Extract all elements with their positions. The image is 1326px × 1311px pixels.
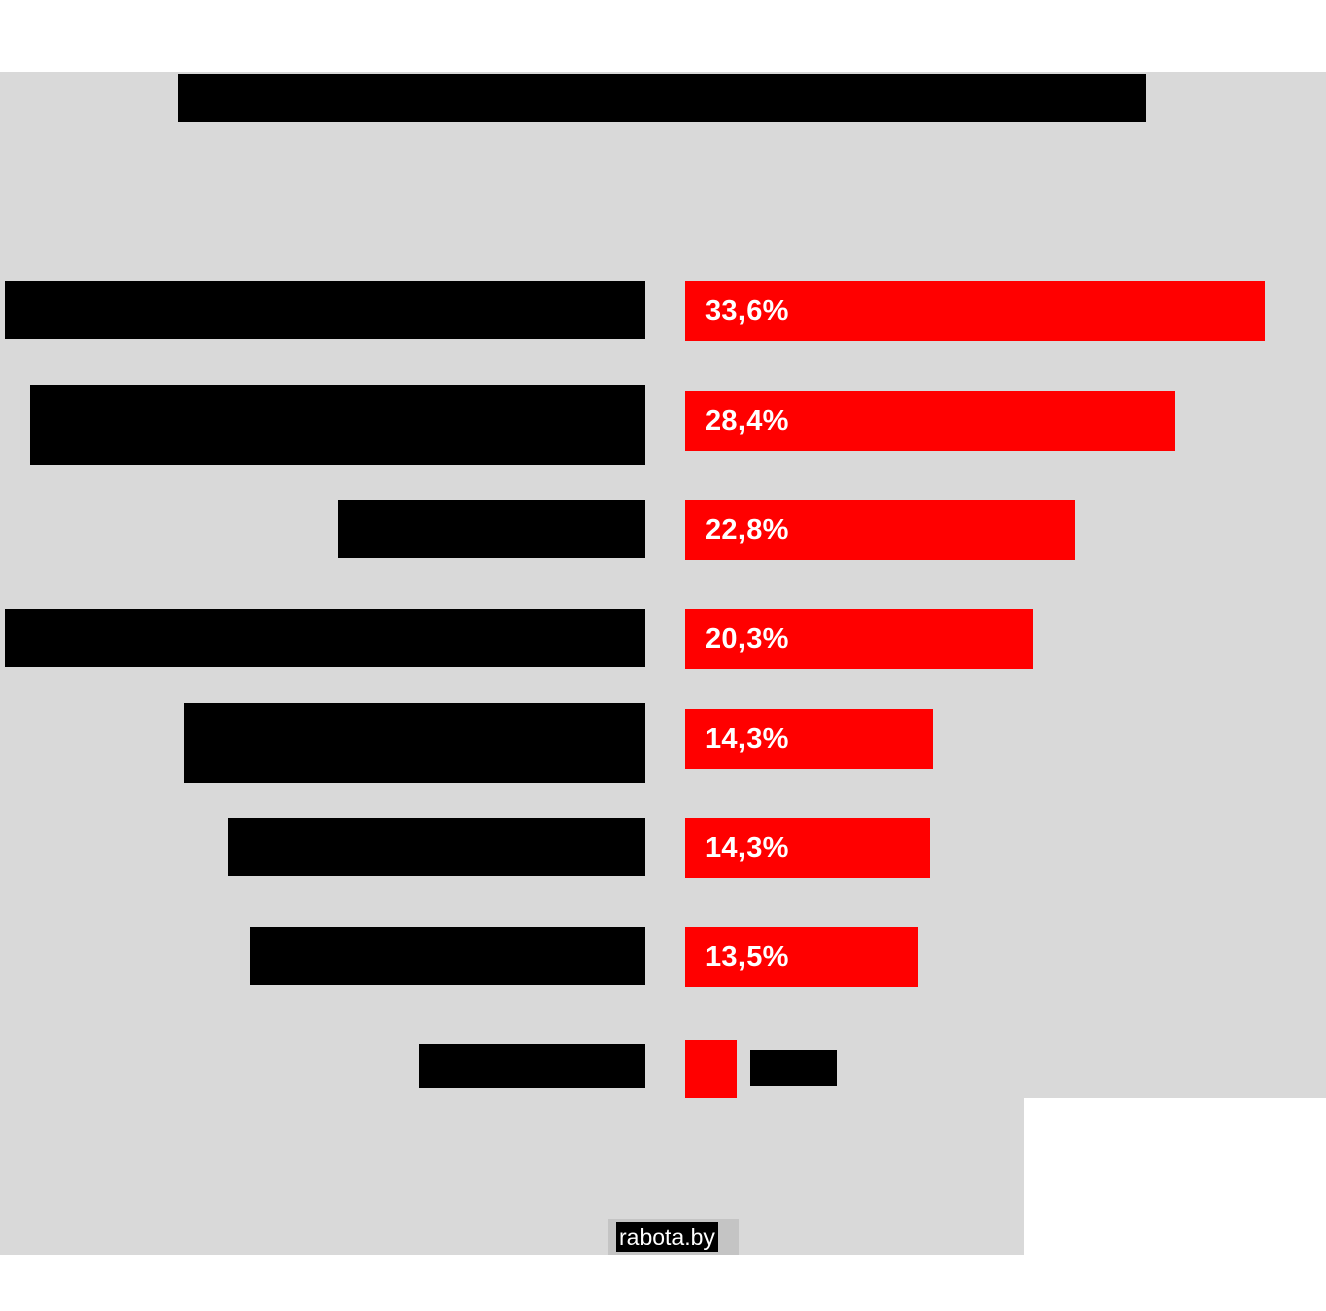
bar: 20,3% <box>685 609 1033 669</box>
category-label: ███████████████████ <box>227 818 645 876</box>
bar-value-label: 14,3% <box>705 831 789 864</box>
bar-value-label: 28,4% <box>705 404 789 437</box>
bar-value-label: 22,8% <box>705 513 789 546</box>
bar: 14,3% <box>685 709 933 769</box>
chart-panel-upper <box>0 72 1326 1098</box>
category-label: ███████████████████████████████████ <box>5 281 645 339</box>
bar-value-label: 13,5% <box>705 940 789 973</box>
bar: 13,5% <box>685 927 918 987</box>
category-label: █████████████████████████████████ <box>5 609 645 667</box>
bar: 22,8% <box>685 500 1075 560</box>
category-label: ████████████████████████████ ███████████… <box>30 385 645 465</box>
bar-row: ███████████ ███% <box>0 1040 1326 1150</box>
bar-row: ████████████████████████████ ███████████… <box>0 385 1326 501</box>
category-label: ██████████████████ <box>249 927 645 985</box>
category-label: ██████████████ <box>337 500 645 558</box>
category-label: ███████████ <box>418 1044 645 1088</box>
chart-panel-lower <box>0 1098 1024 1255</box>
bar: 28,4% <box>685 391 1175 451</box>
bar: 33,6% <box>685 281 1265 341</box>
bar-value-label: 33,6% <box>705 294 789 327</box>
watermark-label: rabota.by <box>616 1222 718 1252</box>
bar-row: █████████████████████████████████ 20,3% <box>0 609 1326 719</box>
chart-title: ████████████████████████████████████████… <box>178 74 1146 122</box>
bar-row: ███████████████████████████████████ 33,6… <box>0 281 1326 391</box>
bar <box>685 1040 737 1098</box>
bar: 14,3% <box>685 818 930 878</box>
category-label: █████████████████████ ██████████████████ <box>183 703 645 783</box>
bar-row: ██████████████ 22,8% <box>0 500 1326 610</box>
bar-row: ██████████████████ 13,5% <box>0 927 1326 1037</box>
bar-row: █████████████████████ ██████████████████… <box>0 703 1326 819</box>
bar-row: ███████████████████ 14,3% <box>0 818 1326 928</box>
bar-value-label: ███% <box>750 1050 838 1086</box>
bar-value-label: 14,3% <box>705 722 789 755</box>
bar-value-label: 20,3% <box>705 622 789 655</box>
